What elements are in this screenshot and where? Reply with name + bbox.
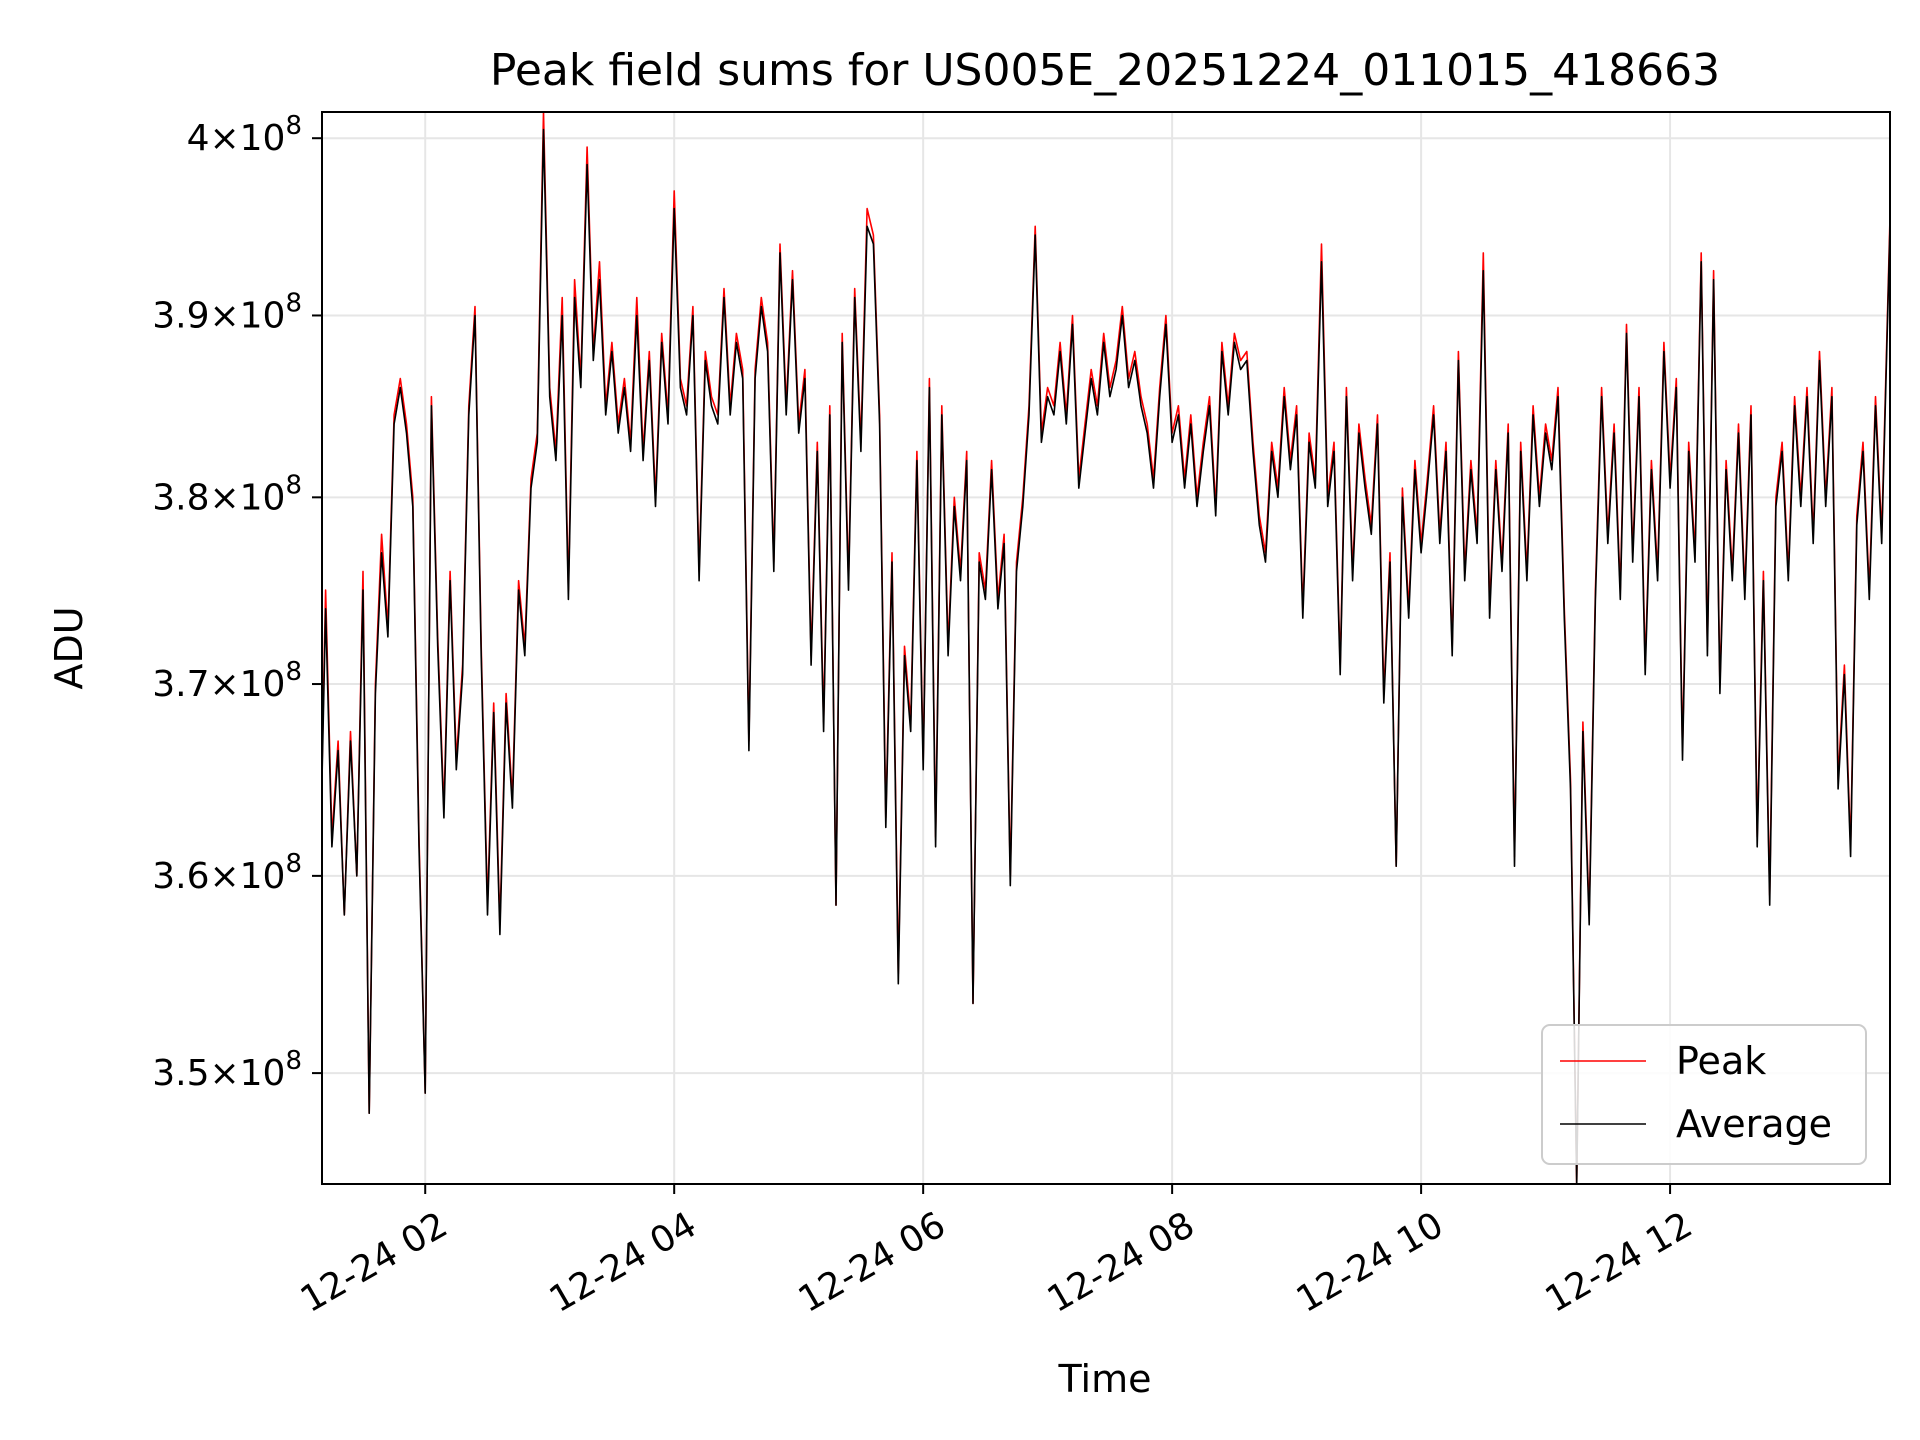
y-tick-label: 3.6×108 <box>152 849 302 897</box>
y-tick-label: 4×108 <box>187 111 302 159</box>
y-axis-label: ADU <box>47 606 91 689</box>
chart-title: Peak field sums for US005E_20251224_0110… <box>490 45 1720 96</box>
legend-label-average: Average <box>1676 1102 1832 1146</box>
y-tick-label: 3.7×108 <box>152 657 302 705</box>
x-axis-label: Time <box>1058 1357 1152 1401</box>
series-layer <box>322 112 1890 1184</box>
series-line-average <box>322 128 1890 1184</box>
plot-frame <box>321 111 1891 1185</box>
y-tick-label: 3.5×108 <box>152 1046 302 1094</box>
y-axis-ticks: 3.5×108 3.6×108 3.7×108 3.8×108 3.9×108 4×108 <box>152 111 322 1094</box>
legend-box <box>1541 1024 1867 1165</box>
legend-label-peak: Peak <box>1676 1039 1766 1083</box>
y-tick-label: 3.8×108 <box>152 470 302 518</box>
legend: Peak Average <box>1541 1024 1867 1165</box>
y-tick-label: 3.9×108 <box>152 288 302 336</box>
